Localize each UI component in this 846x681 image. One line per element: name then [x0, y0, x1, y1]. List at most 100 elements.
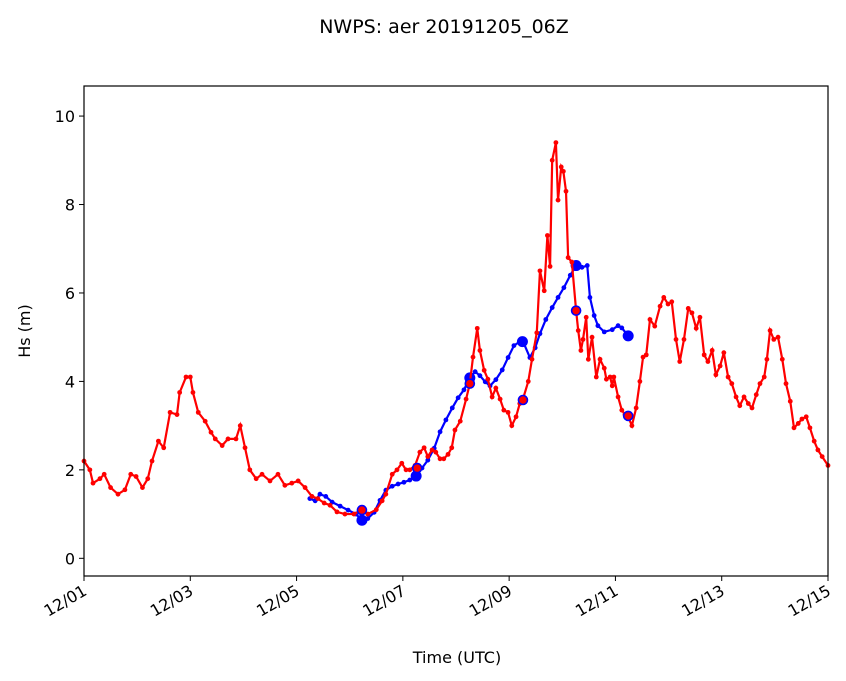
model-point	[477, 373, 483, 379]
observed-point	[705, 359, 711, 364]
observed-point	[647, 317, 653, 322]
model-point	[587, 294, 593, 300]
observed-point	[657, 303, 663, 309]
observed-point	[775, 334, 781, 340]
observed-point	[441, 456, 447, 462]
model-point	[449, 405, 455, 411]
observed-point	[128, 471, 134, 477]
x-tick-label: 12/09	[466, 581, 515, 621]
observed-point	[140, 485, 145, 490]
observed-point	[394, 467, 400, 473]
model-point	[389, 483, 395, 489]
observed-point	[212, 436, 218, 442]
model-highlight-point	[356, 514, 368, 526]
observed-point	[457, 418, 463, 424]
y-tick-label: 2	[65, 461, 75, 480]
x-tick-label: 12/01	[41, 581, 90, 621]
observed-point	[237, 423, 243, 429]
matched-observation-point	[517, 394, 529, 406]
model-point	[461, 387, 467, 393]
observed-point	[289, 480, 295, 486]
x-tick-label: 12/13	[678, 581, 727, 621]
observed-point	[399, 460, 405, 466]
observed-point	[247, 467, 253, 473]
observed-point	[677, 359, 683, 364]
matched-observation-point	[356, 504, 368, 516]
observed-point	[97, 476, 103, 482]
observed-point	[767, 328, 773, 333]
observed-point	[547, 264, 553, 269]
observed-point	[685, 306, 691, 311]
observed-point	[187, 374, 193, 380]
y-tick-label: 4	[65, 372, 75, 391]
observed-point	[161, 445, 167, 451]
observed-point	[764, 356, 770, 362]
observed-point	[327, 502, 333, 508]
observed-point	[489, 394, 495, 400]
chart-title: NWPS: aer 20191205_06Z	[319, 16, 569, 38]
model-point	[561, 285, 567, 291]
observed-point	[701, 352, 707, 358]
model-point	[595, 323, 601, 329]
observed-point	[569, 259, 575, 265]
x-tick-label: 12/05	[253, 581, 302, 621]
observed-point	[799, 416, 805, 422]
observed-point	[787, 398, 793, 404]
observed-point	[629, 423, 635, 429]
x-axis-label: Time (UTC)	[412, 648, 501, 667]
observed-point	[470, 354, 476, 360]
observed-point	[607, 374, 613, 380]
observed-point	[208, 429, 214, 435]
observed-point	[652, 323, 658, 329]
observed-point	[202, 418, 208, 424]
observed-point	[389, 471, 395, 477]
observed-point	[267, 478, 273, 484]
model-point	[443, 417, 449, 423]
observed-point	[452, 427, 458, 433]
observed-point	[729, 381, 735, 387]
y-tick-label: 6	[65, 284, 75, 303]
observed-point	[282, 482, 288, 488]
observed-point	[149, 458, 155, 464]
observed-point	[555, 197, 561, 203]
model-point	[549, 305, 555, 310]
model-point	[455, 395, 461, 401]
model-highlight-point	[622, 330, 634, 342]
observed-point	[534, 330, 540, 336]
model-point	[511, 343, 517, 348]
observed-point	[167, 409, 173, 415]
observed-point	[795, 421, 801, 426]
matched-observation-point	[464, 378, 476, 389]
observed-point	[379, 498, 385, 504]
observed-point	[133, 474, 139, 479]
observed-point	[122, 487, 128, 493]
observed-point	[558, 164, 564, 170]
observed-point	[697, 314, 703, 320]
observed-point	[433, 449, 439, 455]
observed-point	[156, 438, 161, 444]
observed-point	[275, 471, 281, 477]
observed-point	[643, 352, 649, 358]
observed-point	[575, 328, 581, 333]
observed-point	[115, 491, 121, 497]
observed-point	[661, 294, 667, 300]
observed-point	[553, 140, 559, 146]
observed-point	[429, 447, 435, 453]
y-tick-label: 10	[55, 107, 75, 126]
model-point	[555, 294, 561, 300]
model-point	[543, 317, 549, 322]
model-highlight-point	[410, 470, 422, 482]
model-point	[499, 367, 505, 373]
observed-point	[717, 363, 723, 369]
model-point	[337, 503, 343, 509]
observed-line	[83, 142, 829, 516]
observed-point	[463, 396, 469, 402]
observed-point	[689, 310, 695, 316]
model-point	[395, 481, 401, 487]
matched-observation-point	[411, 462, 423, 474]
y-tick-label: 0	[65, 549, 75, 568]
observed-point	[783, 381, 789, 387]
observed-point	[445, 451, 451, 457]
model-point	[567, 272, 573, 278]
